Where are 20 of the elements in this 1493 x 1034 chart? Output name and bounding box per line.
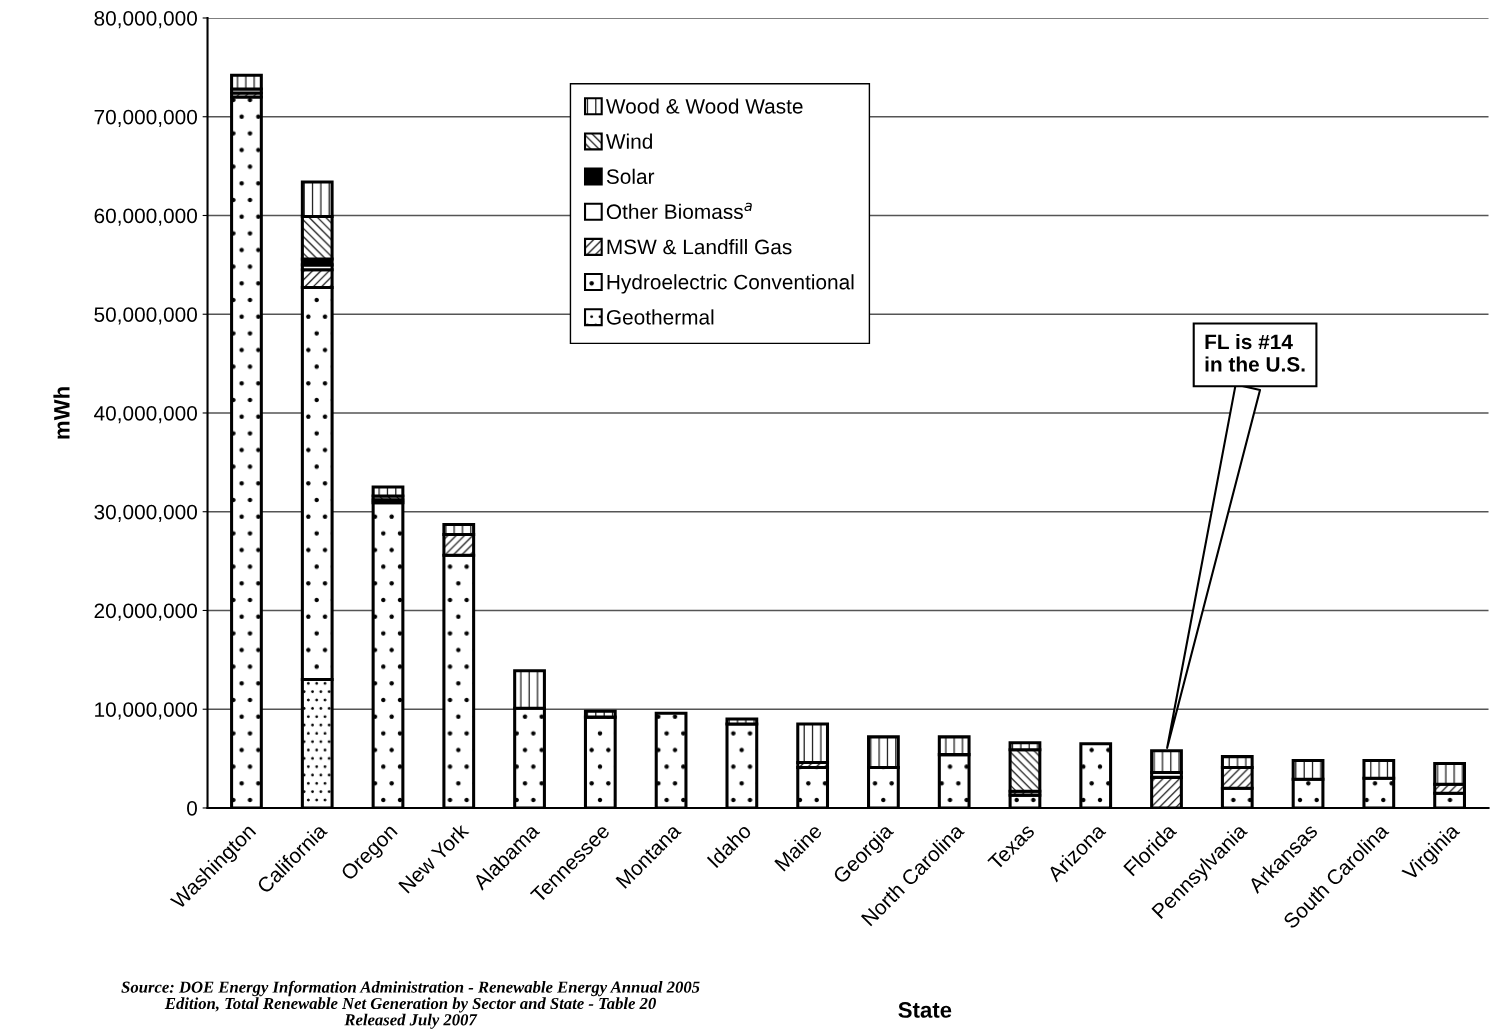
legend-label: Hydroelectric Conventional bbox=[607, 274, 854, 294]
annotation: FL is #14 in the U.S. bbox=[1205, 333, 1305, 372]
legend-label: Wood & Wood Waste bbox=[605, 98, 803, 114]
y-tick-label: 30,000,000 bbox=[94, 504, 197, 522]
y-tick-label: 10,000,000 bbox=[95, 702, 197, 720]
y-tick-label: 40,000,000 bbox=[94, 405, 197, 424]
y-tick-label: 50,000,000 bbox=[94, 307, 197, 325]
legend-label: Other Biomass$^{a}$ bbox=[606, 202, 752, 220]
y-tick-label: 0 bbox=[187, 800, 197, 816]
legend-label: Geothermal bbox=[606, 309, 714, 325]
source-note: Source: DOE Energy Information Administration - Renewable Energy Annual 2005 Edition, Total Renewable Net Generation by Sector and State - Table 20 Released July 2007 bbox=[121, 980, 700, 1029]
legend-label: MSW & Landfill Gas bbox=[607, 239, 792, 255]
y-axis-title: mWh bbox=[53, 387, 70, 439]
legend-label: Solar bbox=[606, 168, 655, 185]
y-tick-label: 70,000,000 bbox=[94, 109, 197, 127]
y-tick-label: 80,000,000 bbox=[94, 10, 197, 29]
x-axis-title: State bbox=[898, 1002, 952, 1018]
y-tick-label: 60,000,000 bbox=[94, 208, 197, 226]
y-tick-label: 20,000,000 bbox=[94, 603, 197, 621]
legend-label: Wind bbox=[605, 133, 652, 149]
